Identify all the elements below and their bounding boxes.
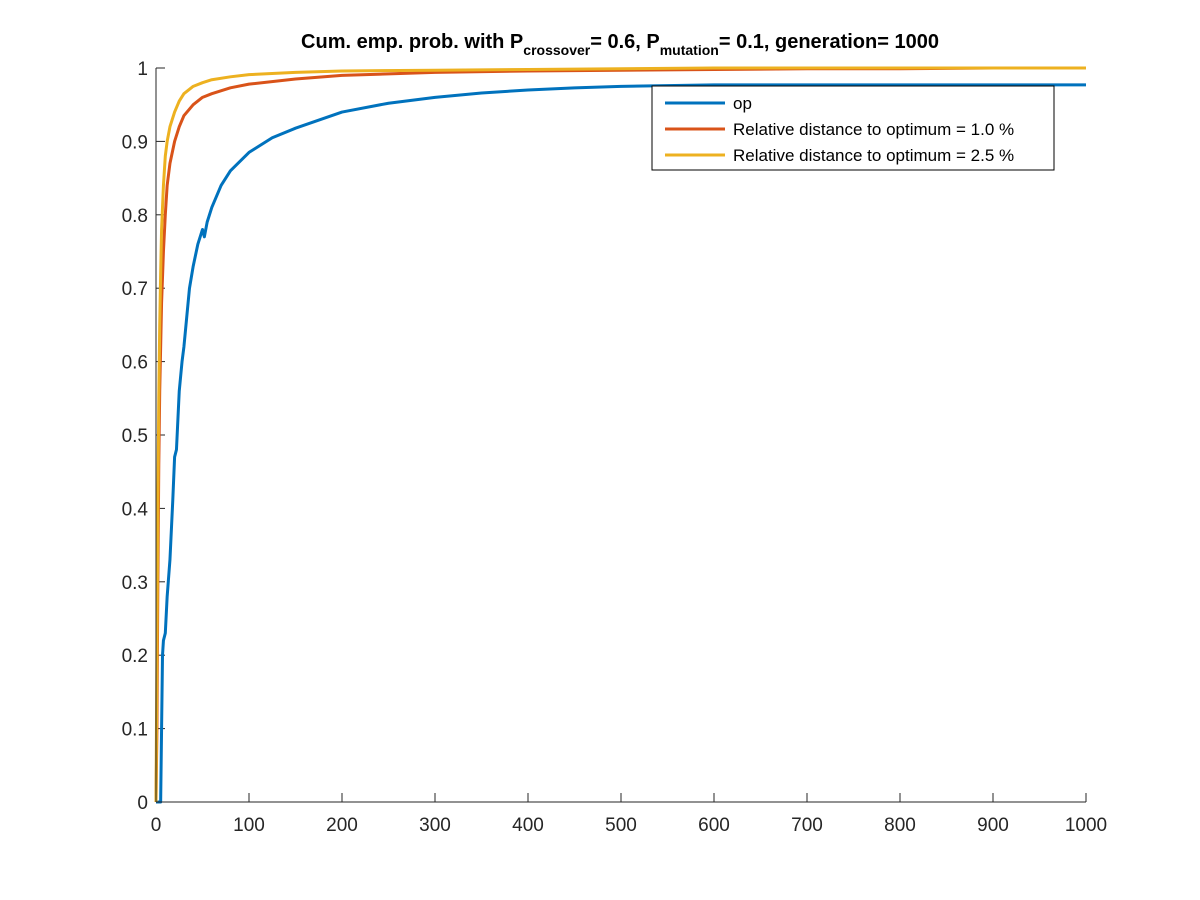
y-tick-label: 0.3 — [122, 573, 148, 594]
series-line-distance-2-5 — [154, 66, 1086, 803]
x-tick-label: 300 — [419, 815, 451, 836]
legend: op Relative distance to optimum = 1.0 % Re… — [651, 85, 1055, 171]
y-tick-label: 0.5 — [122, 426, 148, 447]
chart-title: Cum. emp. prob. with Pcrossover= 0.6, Pm… — [301, 31, 939, 58]
x-tick-label: 500 — [605, 815, 637, 836]
y-tick-label: 0 — [137, 793, 148, 814]
series-line-op — [156, 83, 1086, 804]
y-tick-label: 0.2 — [122, 646, 148, 667]
series-line-distance-1-0 — [154, 66, 1086, 803]
legend-label: op — [733, 94, 752, 113]
y-tick-label: 0.1 — [122, 720, 148, 741]
x-tick-label: 200 — [326, 815, 358, 836]
x-tick-label: 100 — [233, 815, 265, 836]
x-tick-label: 900 — [977, 815, 1009, 836]
x-axis: 0 100 200 300 400 500 600 700 800 900 1000 — [151, 793, 1107, 836]
legend-label: Relative distance to optimum = 2.5 % — [733, 146, 1014, 165]
y-tick-label: 0.6 — [122, 353, 148, 374]
x-tick-label: 400 — [512, 815, 544, 836]
y-tick-label: 1 — [137, 59, 148, 80]
y-tick-label: 0.9 — [122, 132, 148, 153]
plot-lines — [154, 66, 1086, 804]
y-axis: 0 0.1 0.2 0.3 0.4 0.5 0.6 0.7 0.8 0.9 1 — [122, 59, 165, 814]
y-tick-label: 0.4 — [122, 499, 149, 520]
x-tick-label: 700 — [791, 815, 823, 836]
x-tick-label: 800 — [884, 815, 916, 836]
y-tick-label: 0.8 — [122, 206, 148, 227]
x-tick-label: 0 — [151, 815, 162, 836]
y-tick-label: 0.7 — [122, 279, 148, 300]
legend-label: Relative distance to optimum = 1.0 % — [733, 120, 1014, 139]
x-tick-label: 600 — [698, 815, 730, 836]
x-tick-label: 1000 — [1065, 815, 1107, 836]
